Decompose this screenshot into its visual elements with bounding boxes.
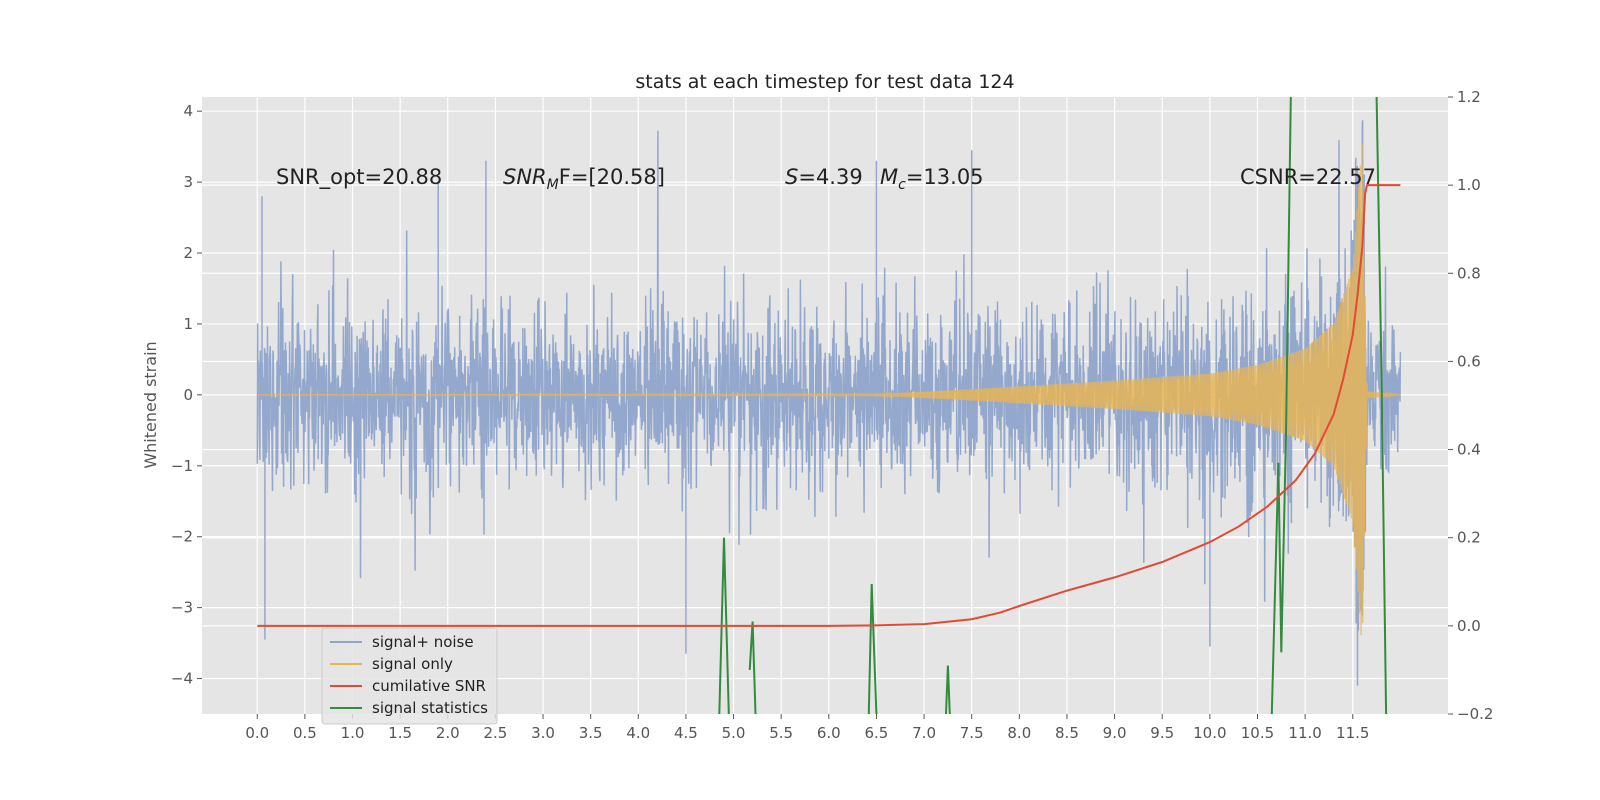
annotation-snr-mf: SNRMF=[20.58] xyxy=(503,165,665,193)
x-tick-label: 4.0 xyxy=(626,724,650,742)
x-tick-label: 3.0 xyxy=(531,724,555,742)
x-tick-label: 5.5 xyxy=(769,724,793,742)
y-tick-label: 1 xyxy=(183,315,193,333)
mc-value: =13.05 xyxy=(906,165,984,189)
x-tick-label: 9.0 xyxy=(1103,724,1127,742)
y2-tick-label: 0.8 xyxy=(1457,264,1481,282)
legend-label-cumilative-snr: cumilative SNR xyxy=(372,677,486,695)
x-tick-label: 9.5 xyxy=(1150,724,1174,742)
series-signal-statistics xyxy=(945,665,951,715)
annotation-s: S=4.39 xyxy=(785,165,863,189)
x-tick-label: 8.0 xyxy=(1007,724,1031,742)
data-layer xyxy=(256,96,1402,715)
y-tick-label: 3 xyxy=(183,173,193,191)
y-tick-label: −3 xyxy=(171,599,193,617)
s-label: S xyxy=(785,165,798,189)
x-tick-label: 1.5 xyxy=(388,724,412,742)
x-tick-label: 7.0 xyxy=(912,724,936,742)
y2-tick-label: −0.2 xyxy=(1457,705,1493,723)
series-signal-statistics xyxy=(1270,96,1292,715)
snr-mf-suffix: F=[20.58] xyxy=(559,165,665,189)
right-axis: −0.2 0.0 0.2 0.4 0.6 0.8 1.0 1.2 xyxy=(1448,88,1493,723)
x-tick-label: 11.0 xyxy=(1288,724,1321,742)
y-tick-label: 0 xyxy=(183,386,193,404)
y-tick-label: −1 xyxy=(171,457,193,475)
x-tick-label: 5.0 xyxy=(722,724,746,742)
y2-tick-label: 1.2 xyxy=(1457,88,1481,106)
series-signal-statistics xyxy=(748,621,757,715)
legend-label-signal-noise: signal+ noise xyxy=(372,633,474,651)
x-tick-label: 11.5 xyxy=(1336,724,1369,742)
series-signal-statistics xyxy=(867,583,878,715)
y2-tick-label: 0.6 xyxy=(1457,352,1481,370)
mc-label: M xyxy=(880,165,898,189)
x-tick-label: 3.5 xyxy=(579,724,603,742)
y-tick-label: −2 xyxy=(171,528,193,546)
x-tick-label: 7.5 xyxy=(960,724,984,742)
x-tick-label: 4.5 xyxy=(674,724,698,742)
y-tick-label: 2 xyxy=(183,244,193,262)
y-tick-label: −4 xyxy=(171,670,193,688)
y2-tick-label: 0.4 xyxy=(1457,441,1481,459)
legend-box xyxy=(321,627,498,725)
series-signal-only xyxy=(257,143,1401,636)
x-tick-label: 2.0 xyxy=(436,724,460,742)
x-tick-label: 8.5 xyxy=(1055,724,1079,742)
x-tick-label: 6.5 xyxy=(865,724,889,742)
legend-label-signal-statistics: signal statistics xyxy=(372,699,488,717)
x-tick-label: 2.5 xyxy=(483,724,507,742)
legend-label-signal-only: signal only xyxy=(372,655,453,673)
annotation-mc: Mc=13.05 xyxy=(880,165,984,193)
y-tick-label: 4 xyxy=(183,102,193,120)
y2-tick-label: 0.0 xyxy=(1457,617,1481,635)
x-tick-label: 10.5 xyxy=(1241,724,1274,742)
series-signal-statistics xyxy=(718,537,730,715)
x-tick-label: 1.0 xyxy=(341,724,365,742)
snr-mf-sub: M xyxy=(547,177,559,193)
mc-sub: c xyxy=(898,177,906,193)
s-value: =4.39 xyxy=(798,165,862,189)
annotation-snr-opt: SNR_opt=20.88 xyxy=(276,165,442,190)
y2-tick-label: 1.0 xyxy=(1457,176,1481,194)
y2-tick-label: 0.2 xyxy=(1457,529,1481,547)
left-axis: −4 −3 −2 −1 0 1 2 3 4 xyxy=(171,102,202,688)
y-axis-label: Whitened strain xyxy=(141,341,160,468)
x-tick-label: 0.5 xyxy=(293,724,317,742)
x-axis: 0.0 0.5 1.0 1.5 2.0 2.5 3.0 3.5 4.0 4.5 5.0 5.5 6.0 6… xyxy=(245,714,1369,742)
annotation-csnr: CSNR=22.57 xyxy=(1240,165,1376,189)
legend: signal+ noise signal only cumilative SNR… xyxy=(321,627,498,725)
x-tick-label: 0.0 xyxy=(245,724,269,742)
snr-mf-prefix: SNR xyxy=(503,165,547,189)
x-tick-label: 6.0 xyxy=(817,724,841,742)
series-cumilative-snr xyxy=(257,184,1401,627)
x-tick-label: 10.0 xyxy=(1193,724,1226,742)
chart-title: stats at each timestep for test data 124 xyxy=(635,71,1014,93)
